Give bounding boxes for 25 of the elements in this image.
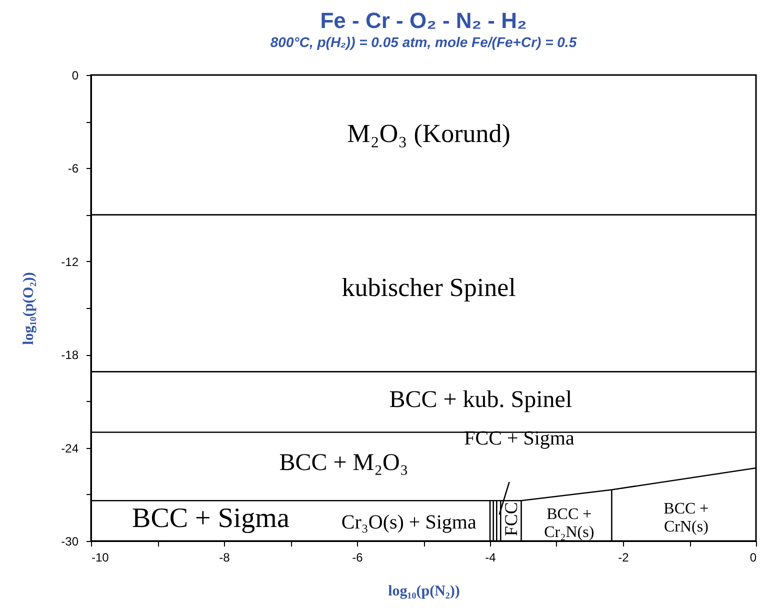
annotation: FCC	[500, 502, 521, 536]
x-tick-label: -4	[485, 550, 496, 564]
annotation: BCC + M₂O₃	[279, 450, 408, 476]
y-tick-label: 0	[72, 68, 79, 82]
annotation: BCC + Sigma	[132, 503, 290, 534]
annotation: kubischer Spinel	[342, 272, 516, 302]
y-tick-label: -12	[61, 254, 79, 269]
x-tick-label: -8	[219, 550, 230, 564]
chart-title: Fe - Cr - O₂ - N₂ - H₂	[320, 8, 527, 33]
x-tick-label: -6	[352, 550, 364, 564]
annotation: BCC + kub. Spinel	[389, 386, 572, 413]
chart-subtitle: 800°C, p(H₂)) = 0.05 atm, mole Fe/(Fe+Cr) = 0.5	[270, 34, 577, 50]
y-tick-label: -30	[61, 534, 79, 548]
y-tick-label: -18	[61, 348, 79, 362]
x-tick-label: -2	[618, 550, 630, 564]
x-axis-title: log₁₀(p(N₂))	[388, 584, 460, 600]
annotation: Cr₃O(s) + Sigma	[341, 511, 476, 534]
y-tick-label: -6	[68, 162, 79, 176]
x-tick-label: -10	[92, 550, 110, 564]
annotation: M₂O₃ (Korund)	[347, 119, 510, 148]
x-tick-label: 0	[750, 550, 757, 564]
y-axis-title: log₁₀(p(O₂))	[21, 272, 38, 345]
y-tick-label: -24	[61, 441, 79, 456]
annotation: BCC + CrN(s)	[664, 500, 709, 536]
annotation: BCC + Cr₂N(s)	[544, 506, 594, 541]
